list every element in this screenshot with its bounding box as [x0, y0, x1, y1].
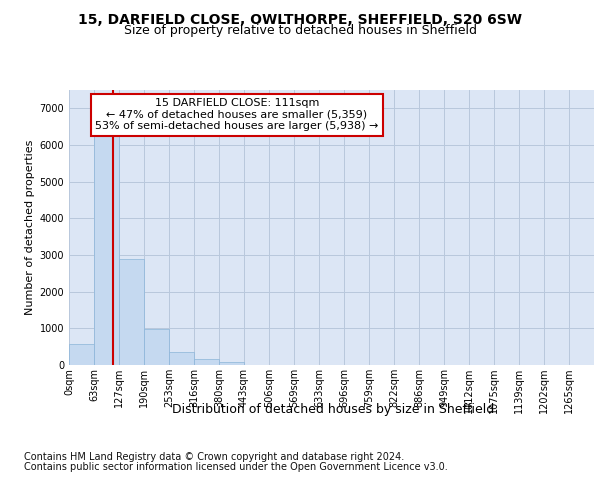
Text: Contains HM Land Registry data © Crown copyright and database right 2024.: Contains HM Land Registry data © Crown c… — [24, 452, 404, 462]
Bar — [169, 352, 194, 365]
Bar — [144, 329, 169, 365]
Text: Distribution of detached houses by size in Sheffield: Distribution of detached houses by size … — [172, 402, 494, 415]
Y-axis label: Number of detached properties: Number of detached properties — [25, 140, 35, 315]
Bar — [219, 362, 244, 365]
Text: 15 DARFIELD CLOSE: 111sqm
← 47% of detached houses are smaller (5,359)
53% of se: 15 DARFIELD CLOSE: 111sqm ← 47% of detac… — [95, 98, 379, 132]
Bar — [194, 359, 219, 365]
Text: Contains public sector information licensed under the Open Government Licence v3: Contains public sector information licen… — [24, 462, 448, 472]
Text: 15, DARFIELD CLOSE, OWLTHORPE, SHEFFIELD, S20 6SW: 15, DARFIELD CLOSE, OWLTHORPE, SHEFFIELD… — [78, 12, 522, 26]
Bar — [119, 258, 144, 365]
Text: Size of property relative to detached houses in Sheffield: Size of property relative to detached ho… — [124, 24, 476, 37]
Bar — [69, 344, 94, 365]
Bar — [94, 130, 119, 365]
